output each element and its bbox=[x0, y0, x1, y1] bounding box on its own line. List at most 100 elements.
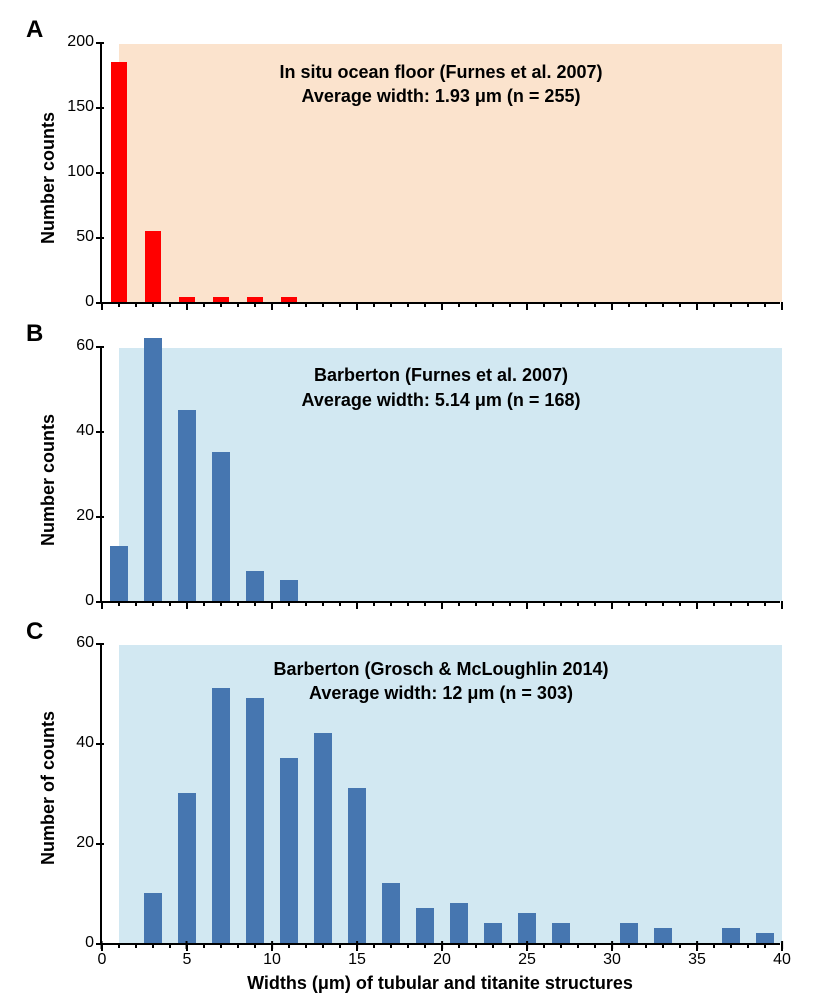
xtick-minor bbox=[339, 943, 341, 948]
xtick-minor bbox=[373, 302, 375, 307]
xtick-minor bbox=[288, 302, 290, 307]
xtick-minor bbox=[509, 943, 511, 948]
xtick-minor bbox=[764, 943, 766, 948]
bar bbox=[145, 231, 160, 303]
xtick-minor bbox=[662, 943, 664, 948]
xtick-minor bbox=[577, 302, 579, 307]
xtick-minor bbox=[237, 601, 239, 606]
bar bbox=[280, 580, 299, 601]
bar bbox=[484, 923, 503, 943]
bar bbox=[382, 883, 401, 943]
bar bbox=[348, 788, 367, 943]
xtick-minor bbox=[764, 302, 766, 307]
xtick-mark bbox=[101, 601, 103, 609]
xtick-mark bbox=[186, 302, 188, 310]
xtick-minor bbox=[288, 601, 290, 606]
xtick-mark bbox=[441, 302, 443, 310]
xtick-mark bbox=[186, 601, 188, 609]
ytick: 50 bbox=[76, 228, 102, 246]
xtick-minor bbox=[424, 943, 426, 948]
xtick-minor bbox=[254, 601, 256, 606]
xtick-minor bbox=[458, 943, 460, 948]
xtick-minor bbox=[475, 943, 477, 948]
xtick-minor bbox=[645, 601, 647, 606]
xtick-minor bbox=[577, 943, 579, 948]
bar bbox=[110, 546, 129, 601]
xtick-minor bbox=[118, 943, 120, 948]
xtick-minor bbox=[730, 601, 732, 606]
xtick-minor bbox=[305, 302, 307, 307]
xtick-minor bbox=[747, 601, 749, 606]
xtick-label: 20 bbox=[433, 943, 451, 969]
xtick-mark bbox=[271, 601, 273, 609]
panel-label-A: A bbox=[26, 16, 43, 44]
bar bbox=[518, 913, 537, 943]
bar bbox=[620, 923, 639, 943]
bar bbox=[416, 908, 435, 943]
ytick: 20 bbox=[76, 507, 102, 525]
xtick-minor bbox=[424, 302, 426, 307]
xtick-minor bbox=[747, 302, 749, 307]
xtick-minor bbox=[373, 601, 375, 606]
xtick-minor bbox=[679, 943, 681, 948]
xtick-minor bbox=[203, 601, 205, 606]
xtick-minor bbox=[764, 601, 766, 606]
bar bbox=[654, 928, 673, 943]
figure: A050100150200In situ ocean floor (Furnes… bbox=[0, 0, 827, 995]
xtick-mark bbox=[356, 601, 358, 609]
xtick-mark bbox=[526, 601, 528, 609]
xtick-minor bbox=[594, 943, 596, 948]
xtick-label: 25 bbox=[518, 943, 536, 969]
ytick: 0 bbox=[85, 592, 102, 610]
bar bbox=[212, 688, 231, 943]
caption-line1: Barberton (Furnes et al. 2007) bbox=[314, 365, 568, 385]
xtick-mark bbox=[781, 302, 783, 310]
plot-area-B: 0204060Barberton (Furnes et al. 2007)Ave… bbox=[100, 348, 780, 603]
xtick-minor bbox=[135, 302, 137, 307]
bar bbox=[450, 903, 469, 943]
xtick-minor bbox=[475, 302, 477, 307]
xtick-minor bbox=[322, 601, 324, 606]
caption-line1: Barberton (Grosch & McLoughlin 2014) bbox=[273, 659, 608, 679]
bar bbox=[246, 571, 265, 601]
panel-caption-C: Barberton (Grosch & McLoughlin 2014)Aver… bbox=[102, 657, 780, 706]
xtick-mark bbox=[611, 601, 613, 609]
xtick-minor bbox=[220, 302, 222, 307]
xtick-minor bbox=[628, 943, 630, 948]
xtick-minor bbox=[560, 302, 562, 307]
bar bbox=[246, 698, 265, 943]
ytick: 100 bbox=[67, 163, 102, 181]
xtick-mark bbox=[356, 302, 358, 310]
xtick-label: 30 bbox=[603, 943, 621, 969]
xtick-minor bbox=[390, 601, 392, 606]
ytick: 200 bbox=[67, 33, 102, 51]
xtick-minor bbox=[407, 943, 409, 948]
xtick-minor bbox=[458, 601, 460, 606]
bar bbox=[144, 893, 163, 943]
xtick-label: 10 bbox=[263, 943, 281, 969]
y-axis-label-C: Number of counts bbox=[38, 711, 59, 865]
xtick-label: 0 bbox=[98, 943, 107, 969]
xtick-minor bbox=[594, 302, 596, 307]
panel-label-C: C bbox=[26, 618, 43, 646]
xtick-label: 40 bbox=[773, 943, 791, 969]
xtick-mark bbox=[101, 302, 103, 310]
xtick-minor bbox=[543, 943, 545, 948]
xtick-minor bbox=[203, 943, 205, 948]
ytick: 20 bbox=[76, 834, 102, 852]
xtick-minor bbox=[169, 302, 171, 307]
xtick-minor bbox=[169, 601, 171, 606]
bar bbox=[280, 758, 299, 943]
xtick-minor bbox=[407, 302, 409, 307]
xtick-minor bbox=[390, 302, 392, 307]
bar bbox=[722, 928, 741, 943]
xtick-minor bbox=[594, 601, 596, 606]
xtick-minor bbox=[322, 302, 324, 307]
ytick: 40 bbox=[76, 422, 102, 440]
ytick: 60 bbox=[76, 634, 102, 652]
xtick-minor bbox=[713, 601, 715, 606]
xtick-minor bbox=[645, 302, 647, 307]
xtick-minor bbox=[135, 943, 137, 948]
xtick-minor bbox=[458, 302, 460, 307]
xtick-minor bbox=[509, 601, 511, 606]
